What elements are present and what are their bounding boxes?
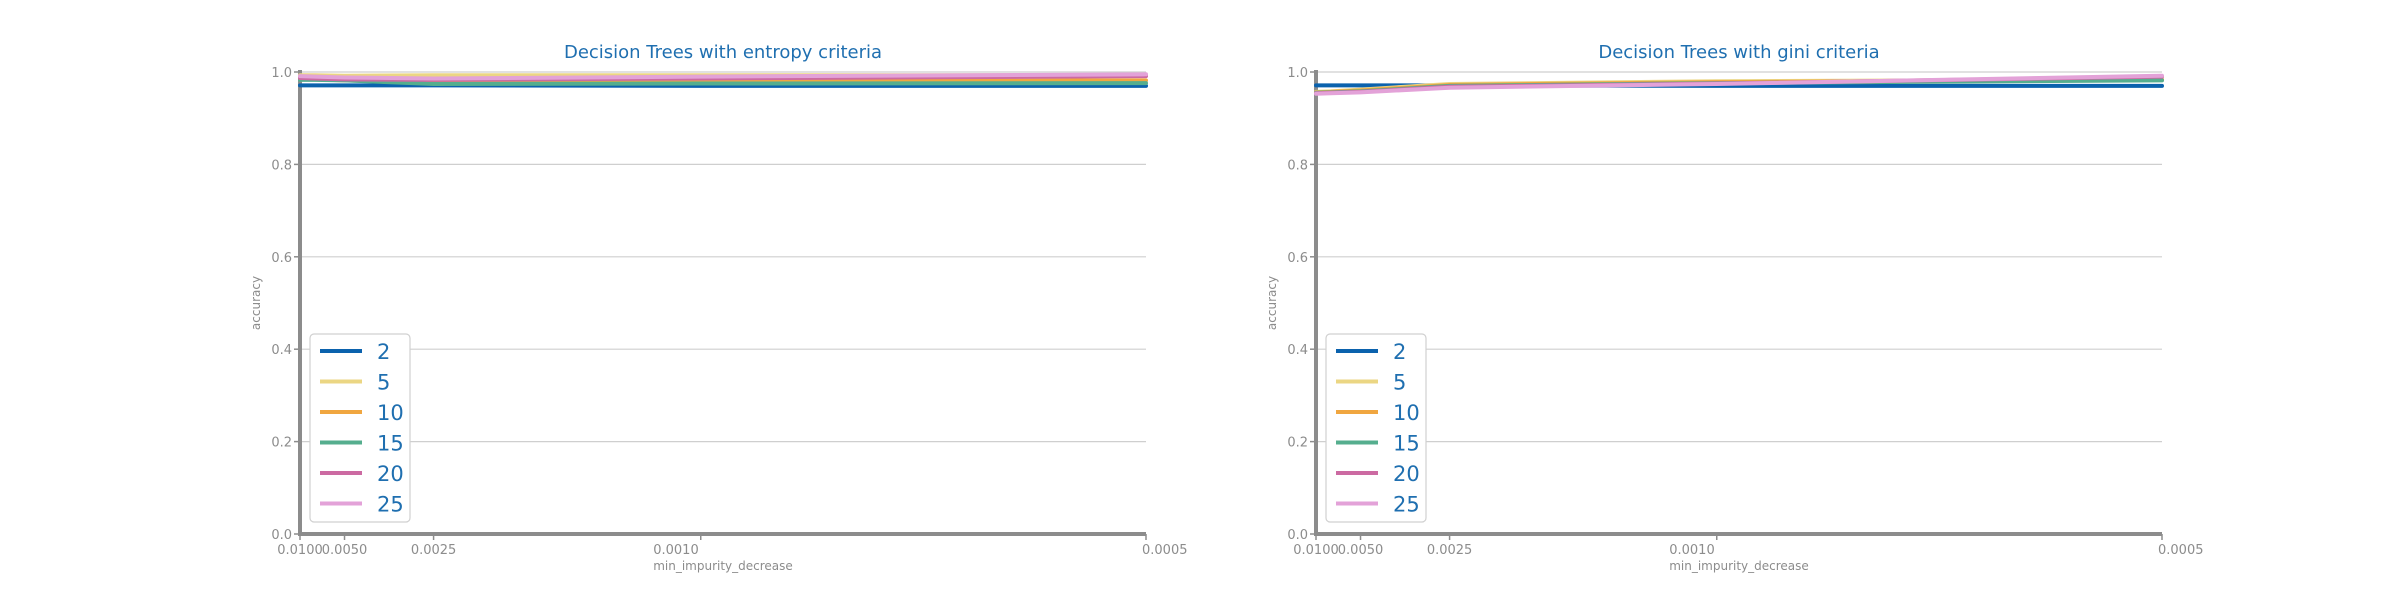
chart-panel-1: 0.0 0.2 0.4 0.6 0.8 1.0 0.0100 0.0050 0.0025 0.00… <box>249 42 1188 573</box>
x-tick-label: 0.0100 <box>277 543 323 558</box>
x-tick-label: 0.0100 <box>1293 543 1339 558</box>
y-tick-label: 1.0 <box>271 66 292 81</box>
x-tick-label: 0.0010 <box>1669 543 1715 558</box>
y-tick-label: 0.2 <box>271 436 292 451</box>
legend-label: 20 <box>1393 462 1420 486</box>
x-axis-label: min_impurity_decrease <box>653 559 793 573</box>
chart-title: Decision Trees with gini criteria <box>1598 42 1879 63</box>
series-line-25 <box>1314 73 2164 96</box>
legend-label: 25 <box>1393 493 1420 517</box>
y-tick-label: 0.0 <box>271 528 292 543</box>
x-tick-label: 0.0010 <box>653 543 699 558</box>
y-tick-label: 0.8 <box>1287 158 1308 173</box>
x-tick-label: 0.0005 <box>1142 543 1188 558</box>
x-tick-label: 0.0005 <box>2158 543 2204 558</box>
x-tick-label: 0.0025 <box>411 543 457 558</box>
y-tick-label: 1.0 <box>1287 66 1308 81</box>
x-axis-label: min_impurity_decrease <box>1669 559 1809 573</box>
chart-title: Decision Trees with entropy criteria <box>564 42 882 63</box>
legend-label: 5 <box>377 371 390 395</box>
y-axis-label: accuracy <box>1265 276 1279 330</box>
y-tick-label: 0.4 <box>271 343 292 358</box>
x-tick-label: 0.0025 <box>1427 543 1473 558</box>
y-axis-label: accuracy <box>249 276 263 330</box>
legend-label: 5 <box>1393 371 1406 395</box>
y-tick-label: 0.6 <box>271 251 292 266</box>
legend-label: 20 <box>377 462 404 486</box>
legend-label: 15 <box>377 432 404 456</box>
legend-label: 25 <box>377 493 404 517</box>
series-line-25 <box>298 72 1148 81</box>
y-tick-label: 0.4 <box>1287 343 1308 358</box>
legend-label: 2 <box>377 340 390 364</box>
y-tick-label: 0.8 <box>271 158 292 173</box>
chart-panel-2: 0.0 0.2 0.4 0.6 0.8 1.0 0.0100 0.0050 0.0025 0.00… <box>1265 42 2204 573</box>
y-tick-label: 0.2 <box>1287 436 1308 451</box>
legend-label: 10 <box>377 401 404 425</box>
legend-label: 2 <box>1393 340 1406 364</box>
y-tick-label: 0.0 <box>1287 528 1308 543</box>
legend-label: 15 <box>1393 432 1420 456</box>
legend-label: 10 <box>1393 401 1420 425</box>
x-tick-label: 0.0050 <box>322 543 368 558</box>
x-tick-label: 0.0050 <box>1338 543 1384 558</box>
y-tick-label: 0.6 <box>1287 251 1308 266</box>
